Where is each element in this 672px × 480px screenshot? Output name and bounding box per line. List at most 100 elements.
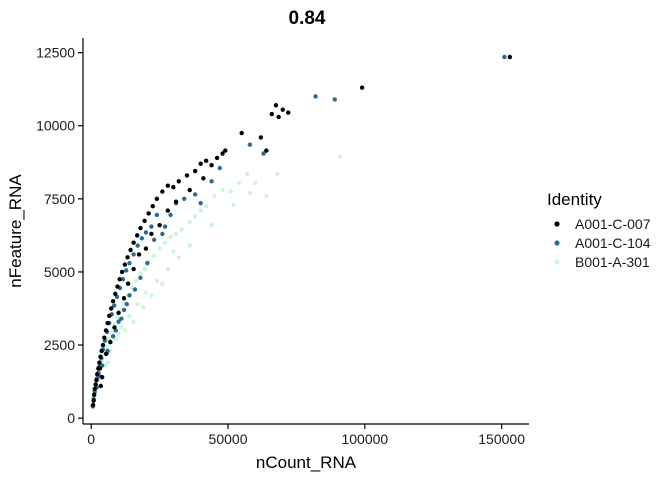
data-point: [121, 296, 127, 301]
data-point: [502, 54, 507, 60]
data-point: [128, 247, 133, 253]
data-point: [119, 325, 124, 330]
data-point: [150, 203, 155, 209]
data-point: [145, 260, 150, 266]
data-point: [131, 240, 136, 245]
data-point: [157, 222, 162, 228]
data-point: [119, 316, 124, 321]
data-point: [110, 298, 116, 304]
data-point: [92, 386, 97, 392]
data-point: [507, 54, 513, 60]
legend-key: [554, 240, 560, 246]
data-point: [108, 306, 114, 311]
data-point: [276, 114, 281, 120]
data-point: [187, 220, 192, 225]
data-point: [92, 392, 97, 397]
data-point: [165, 208, 171, 213]
data-point: [121, 307, 127, 313]
data-point: [273, 103, 279, 108]
data-point: [142, 266, 147, 272]
legend-label: B001-A-301: [575, 254, 650, 270]
data-point: [160, 189, 165, 194]
data-point: [149, 231, 154, 237]
data-point: [154, 212, 160, 218]
x-axis-title: nCount_RNA: [256, 453, 357, 472]
data-point: [140, 304, 146, 310]
data-point: [97, 366, 103, 371]
data-point: [98, 354, 103, 359]
y-ticks: 0 2500 5000 7500 10000 12500: [36, 45, 83, 426]
data-point: [239, 130, 244, 136]
data-point: [244, 171, 250, 177]
data-point: [160, 231, 165, 237]
data-point: [105, 360, 110, 365]
data-point: [110, 334, 116, 339]
data-point: [332, 97, 337, 102]
data-point: [236, 180, 242, 185]
data-point: [223, 148, 228, 153]
data-point: [104, 344, 109, 349]
data-point: [120, 277, 126, 282]
data-point: [162, 224, 168, 229]
data-point: [105, 320, 110, 326]
data-point: [122, 262, 128, 267]
data-point: [275, 171, 280, 177]
data-point: [117, 277, 122, 282]
data-point: [160, 281, 165, 286]
data-point: [125, 255, 130, 260]
data-point: [209, 179, 214, 184]
data-point: [154, 278, 160, 283]
data-point: [220, 187, 225, 193]
data-point: [253, 180, 258, 185]
data-point: [113, 291, 118, 297]
data-point: [107, 313, 112, 319]
data-point: [142, 218, 147, 223]
data-point: [168, 234, 173, 240]
data-point: [198, 201, 203, 206]
data-point: [261, 151, 266, 156]
data-point: [269, 111, 274, 117]
data-point: [192, 214, 198, 219]
y-tick-label: 12500: [36, 45, 75, 61]
x-tick-label: 150000: [478, 431, 525, 447]
data-point: [131, 319, 136, 324]
data-point: [102, 335, 107, 340]
data-point: [173, 199, 179, 204]
data-point: [134, 233, 140, 238]
data-point: [93, 382, 98, 387]
data-point: [149, 224, 154, 229]
legend-label: A001-C-104: [575, 235, 651, 251]
data-point: [132, 287, 138, 292]
data-point: [165, 183, 171, 188]
data-point: [91, 398, 96, 403]
data-point: [173, 231, 179, 237]
data-point: [203, 203, 209, 209]
y-tick-label: 7500: [44, 191, 75, 207]
data-point: [135, 301, 140, 307]
data-point: [151, 237, 157, 242]
legend: Identity A001-C-007 A001-C-104 B001-A-301: [547, 190, 651, 270]
data-point: [116, 331, 121, 336]
legend-label: A001-C-007: [575, 216, 651, 232]
data-point: [198, 161, 203, 166]
data-point: [136, 252, 142, 257]
legend-key: [554, 259, 560, 265]
data-point: [214, 155, 220, 161]
data-point: [179, 227, 184, 232]
data-point: [192, 168, 198, 174]
data-point: [247, 142, 253, 147]
data-point: [124, 268, 129, 273]
data-point: [143, 246, 149, 251]
data-point: [165, 266, 171, 272]
y-tick-label: 0: [67, 410, 75, 426]
data-point: [138, 225, 143, 231]
data-point: [187, 187, 192, 193]
data-point: [247, 190, 253, 196]
data-point: [138, 275, 143, 280]
data-point: [184, 173, 190, 178]
data-point: [109, 329, 114, 335]
data-point: [151, 253, 157, 259]
data-point: [100, 342, 106, 348]
data-point: [139, 236, 145, 241]
data-point: [192, 192, 198, 197]
